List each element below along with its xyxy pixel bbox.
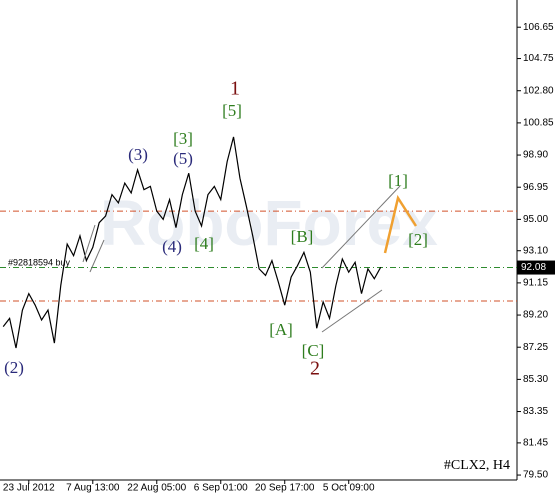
wave-label: 2: [310, 358, 320, 380]
wave-label: [4]: [194, 234, 214, 253]
wave-label: [1]: [388, 171, 408, 190]
y-tick-label: 87.25: [523, 342, 548, 353]
y-tick-label: 104.75: [523, 53, 554, 64]
price-line-series: [2, 136, 382, 349]
y-tick-label: 98.90: [523, 150, 548, 161]
y-tick-label: 83.35: [523, 406, 548, 417]
symbol-label: #CLX2, H4: [444, 458, 510, 473]
y-tick-label: 91.15: [523, 278, 548, 289]
y-tick-label: 102.80: [523, 85, 554, 96]
y-tick-label: 93.10: [523, 245, 548, 256]
y-tick-label: 96.95: [523, 182, 548, 193]
wave-label: [5]: [222, 101, 242, 120]
wave-label: (3): [128, 145, 148, 164]
forecast-path: [383, 194, 418, 254]
channel-line: [321, 185, 401, 269]
x-tick-label: 7 Aug 13:00: [66, 483, 120, 494]
order-label: #92818594 buy: [8, 257, 71, 267]
price-box: [517, 260, 555, 275]
y-tick-label: 106.65: [523, 22, 554, 33]
channel-line: [82, 224, 96, 263]
wave-label: [A]: [269, 320, 293, 339]
wave-label: [2]: [408, 230, 428, 249]
x-tick-label: 6 Sep 01:00: [194, 483, 248, 494]
wave-label: [3]: [173, 129, 193, 148]
y-tick-label: 89.20: [523, 310, 548, 321]
price-label: 92.08: [521, 262, 546, 273]
wave-label: (4): [162, 237, 182, 256]
y-tick-label: 79.50: [523, 470, 548, 481]
wave-label: [C]: [302, 341, 325, 360]
x-tick-label: 23 Jul 2012: [3, 483, 55, 494]
x-tick-label: 20 Sep 17:00: [255, 483, 315, 494]
channel-line: [321, 289, 383, 333]
y-tick-label: 85.30: [523, 374, 548, 385]
watermark: RoboForex: [100, 187, 438, 259]
y-tick-label: 100.85: [523, 118, 554, 129]
channel-line: [89, 239, 105, 273]
wave-label: 1: [230, 78, 240, 100]
y-tick-label: 81.45: [523, 438, 548, 449]
wave-label: (5): [173, 149, 193, 168]
x-tick-label: 22 Aug 05:00: [127, 483, 186, 494]
y-tick-label: 95.00: [523, 214, 548, 225]
wave-label: (2): [4, 358, 24, 377]
x-tick-label: 5 Oct 09:00: [323, 483, 375, 494]
wave-label: [B]: [291, 227, 314, 246]
